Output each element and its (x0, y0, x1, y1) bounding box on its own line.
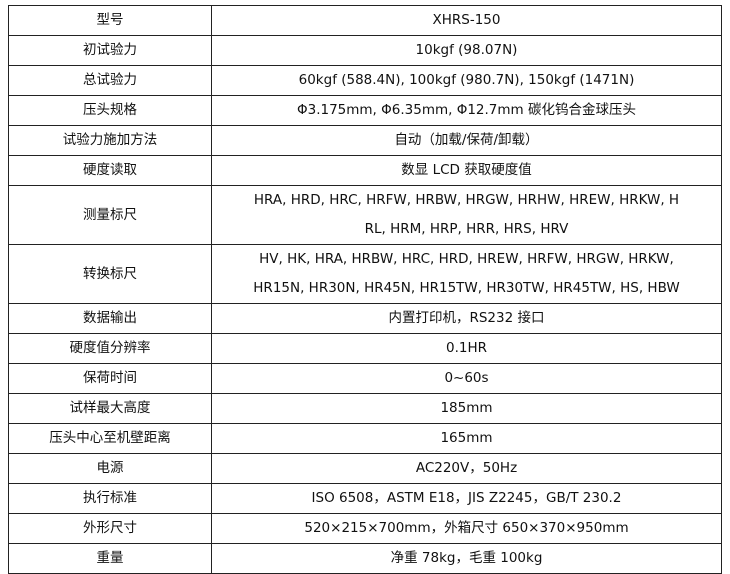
spec-row: 压头规格 Φ3.175mm, Φ6.35mm, Φ12.7mm 碳化钨合金球压头 (8, 95, 722, 126)
spec-row: 总试验力 60kgf (588.4N), 100kgf (980.7N), 150… (8, 65, 722, 96)
spec-value-line: RL, HRM, HRP, HRR, HRS, HRV (364, 221, 569, 237)
spec-value: 内置打印机，RS232 接口 (211, 303, 722, 334)
spec-row: 硬度值分辨率 0.1HR (8, 333, 722, 364)
spec-value-line: AC220V，50Hz (415, 460, 518, 476)
spec-value-line: HR15N, HR30N, HR45N, HR15TW, HR30TW, HR4… (253, 280, 680, 296)
spec-label: 电源 (8, 453, 212, 484)
spec-value-line: 0.1HR (445, 340, 487, 356)
spec-value: 60kgf (588.4N), 100kgf (980.7N), 150kgf … (211, 65, 722, 96)
spec-value: Φ3.175mm, Φ6.35mm, Φ12.7mm 碳化钨合金球压头 (211, 95, 722, 126)
spec-row: 试样最大高度 185mm (8, 393, 722, 424)
spec-value-line: 净重 78kg，毛重 100kg (390, 550, 543, 566)
spec-value-line: 10kgf (98.07N) (415, 42, 518, 58)
spec-label: 数据输出 (8, 303, 212, 334)
spec-value: AC220V，50Hz (211, 453, 722, 484)
spec-value: 0.1HR (211, 333, 722, 364)
spec-label: 压头中心至机壁距离 (8, 423, 212, 454)
spec-value: 净重 78kg，毛重 100kg (211, 543, 722, 574)
spec-value-line: HRA, HRD, HRC, HRFW, HRBW, HRGW, HRHW, H… (253, 192, 680, 208)
spec-label: 试样最大高度 (8, 393, 212, 424)
spec-row: 初试验力 10kgf (98.07N) (8, 35, 722, 66)
spec-value-line: HV, HK, HRA, HRBW, HRC, HRD, HREW, HRFW,… (259, 251, 674, 267)
spec-value: 10kgf (98.07N) (211, 35, 722, 66)
spec-value: XHRS-150 (211, 5, 722, 36)
spec-label: 硬度值分辨率 (8, 333, 212, 364)
spec-label: 执行标准 (8, 483, 212, 514)
spec-row: 转换标尺 HV, HK, HRA, HRBW, HRC, HRD, HREW, H… (8, 244, 722, 304)
spec-value: 0~60s (211, 363, 722, 394)
spec-row: 测量标尺 HRA, HRD, HRC, HRFW, HRBW, HRGW, HRH… (8, 185, 722, 245)
spec-value: 自动（加载/保荷/卸载） (211, 125, 722, 156)
spec-value-line: 165mm (440, 430, 493, 446)
spec-label: 外形尺寸 (8, 513, 212, 544)
spec-row: 压头中心至机壁距离 165mm (8, 423, 722, 454)
spec-value: ISO 6508，ASTM E18，JIS Z2245，GB/T 230.2 (211, 483, 722, 514)
spec-row: 试验力施加方法 自动（加载/保荷/卸载） (8, 125, 722, 156)
spec-label: 重量 (8, 543, 212, 574)
spec-row: 数据输出 内置打印机，RS232 接口 (8, 303, 722, 334)
spec-value-line: ISO 6508，ASTM E18，JIS Z2245，GB/T 230.2 (311, 490, 622, 506)
spec-label: 初试验力 (8, 35, 212, 66)
spec-row: 外形尺寸 520×215×700mm，外箱尺寸 650×370×950mm (8, 513, 722, 544)
spec-row: 执行标准 ISO 6508，ASTM E18，JIS Z2245，GB/T 230… (8, 483, 722, 514)
spec-value: 520×215×700mm，外箱尺寸 650×370×950mm (211, 513, 722, 544)
spec-value: 185mm (211, 393, 722, 424)
spec-value-line: 0~60s (444, 370, 489, 386)
spec-label: 试验力施加方法 (8, 125, 212, 156)
spec-value-line: 60kgf (588.4N), 100kgf (980.7N), 150kgf … (298, 72, 635, 88)
spec-value-line: 自动（加载/保荷/卸载） (394, 132, 539, 148)
spec-row: 电源 AC220V，50Hz (8, 453, 722, 484)
spec-label: 测量标尺 (8, 185, 212, 245)
spec-row: 硬度读取 数显 LCD 获取硬度值 (8, 155, 722, 186)
spec-value: HV, HK, HRA, HRBW, HRC, HRD, HREW, HRFW,… (211, 244, 722, 304)
spec-label: 总试验力 (8, 65, 212, 96)
spec-label: 型号 (8, 5, 212, 36)
spec-label: 保荷时间 (8, 363, 212, 394)
spec-row: 重量 净重 78kg，毛重 100kg (8, 543, 722, 574)
spec-label: 压头规格 (8, 95, 212, 126)
spec-value: 165mm (211, 423, 722, 454)
spec-value-line: Φ3.175mm, Φ6.35mm, Φ12.7mm 碳化钨合金球压头 (296, 102, 636, 118)
spec-row: 型号 XHRS-150 (8, 5, 722, 36)
spec-label: 转换标尺 (8, 244, 212, 304)
spec-value: 数显 LCD 获取硬度值 (211, 155, 722, 186)
spec-label: 硬度读取 (8, 155, 212, 186)
spec-value-line: 185mm (440, 400, 493, 416)
spec-value-line: 数显 LCD 获取硬度值 (401, 162, 532, 178)
spec-row: 保荷时间 0~60s (8, 363, 722, 394)
spec-value-line: XHRS-150 (432, 12, 501, 28)
spec-value: HRA, HRD, HRC, HRFW, HRBW, HRGW, HRHW, H… (211, 185, 722, 245)
spec-value-line: 内置打印机，RS232 接口 (388, 310, 545, 326)
spec-table: 型号 XHRS-150 初试验力 10kgf (98.07N) 总试验力 60kgf (5… (8, 5, 722, 574)
spec-value-line: 520×215×700mm，外箱尺寸 650×370×950mm (304, 520, 629, 536)
